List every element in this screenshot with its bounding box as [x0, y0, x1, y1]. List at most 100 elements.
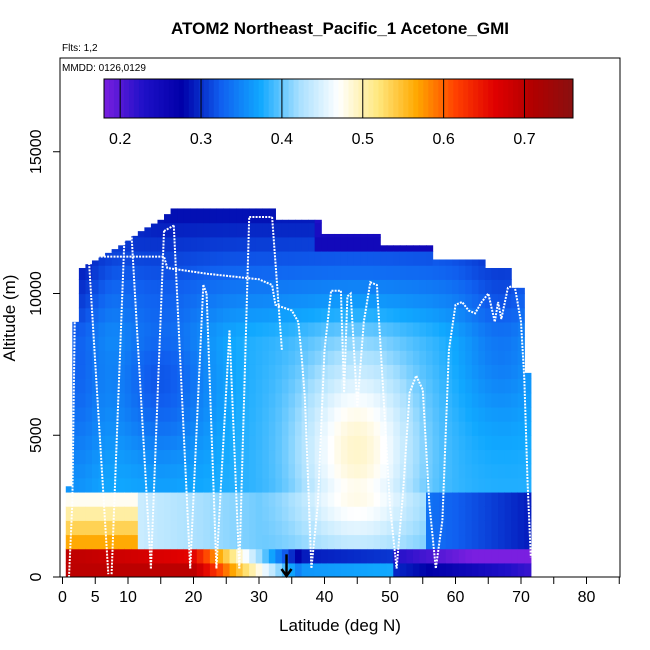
- heatmap-cell: [157, 548, 165, 564]
- heatmap-cell: [249, 449, 257, 465]
- heatmap-cell: [157, 506, 165, 521]
- heatmap-cell: [353, 336, 362, 351]
- heatmap-cell: [511, 435, 519, 451]
- heatmap-cell: [131, 506, 139, 521]
- heatmap-cell: [353, 364, 362, 380]
- heatmap-cell: [236, 506, 244, 521]
- heatmap-cell: [360, 477, 368, 493]
- heatmap-cell: [419, 491, 427, 507]
- heatmap-cell: [150, 491, 159, 507]
- heatmap-cell: [439, 392, 447, 408]
- heatmap-cell: [236, 463, 244, 479]
- heatmap-cell: [399, 548, 407, 564]
- heatmap-cell: [268, 548, 276, 564]
- flight-track-segment: [130, 231, 152, 569]
- heatmap-cell: [183, 392, 191, 408]
- heatmap-cell: [111, 392, 119, 408]
- heatmap-cell: [484, 321, 493, 337]
- heatmap-cell: [321, 265, 329, 280]
- heatmap-cell: [380, 250, 388, 266]
- heatmap-cell: [85, 279, 93, 295]
- heatmap-cell: [432, 421, 440, 436]
- heatmap-cell: [262, 250, 270, 266]
- heatmap-cell: [190, 534, 198, 550]
- heatmap-cell: [393, 265, 401, 280]
- heatmap-cell: [426, 562, 434, 577]
- heatmap-cell: [229, 520, 237, 536]
- heatmap-cell: [131, 562, 139, 577]
- heatmap-cell: [491, 463, 499, 479]
- heatmap-cell: [183, 350, 191, 365]
- heatmap-cell: [353, 562, 362, 577]
- heatmap-cell: [91, 463, 100, 479]
- heatmap-cell: [150, 548, 159, 564]
- heatmap-cell: [491, 506, 499, 521]
- heatmap-cell: [478, 265, 486, 280]
- heatmap-cell: [170, 421, 178, 436]
- heatmap-cell: [340, 378, 349, 394]
- heatmap-cell: [498, 279, 506, 295]
- heatmap-cell: [196, 534, 204, 550]
- heatmap-cell: [196, 236, 204, 252]
- heatmap-cell: [78, 364, 87, 380]
- heatmap-cell: [504, 421, 512, 436]
- heatmap-cell: [137, 265, 145, 280]
- heatmap-cell: [406, 520, 414, 536]
- heatmap-cell: [131, 250, 139, 266]
- colorbar-swatch: [288, 79, 295, 118]
- heatmap-cell: [367, 378, 375, 394]
- heatmap-cell: [275, 477, 283, 493]
- heatmap-cell: [236, 378, 244, 394]
- heatmap-cell: [105, 491, 113, 507]
- heatmap-cell: [439, 336, 447, 351]
- colorbar-swatch: [258, 79, 265, 118]
- heatmap-cell: [268, 491, 276, 507]
- heatmap-cell: [118, 520, 126, 536]
- heatmap-cell: [262, 307, 270, 323]
- heatmap-cell: [91, 293, 100, 309]
- heatmap-cell: [118, 435, 126, 451]
- heatmap-cell: [222, 506, 231, 521]
- heatmap-cell: [275, 421, 283, 436]
- heatmap-cell: [412, 307, 421, 323]
- heatmap-cell: [458, 293, 466, 309]
- heatmap-cell: [157, 449, 165, 465]
- colorbar-swatch: [208, 79, 215, 118]
- heatmap-cell: [373, 392, 381, 408]
- heatmap-cell: [412, 421, 421, 436]
- heatmap-cell: [124, 265, 132, 280]
- flight-track-segment: [205, 293, 218, 569]
- heatmap-cell: [504, 336, 512, 351]
- heatmap-cell: [308, 336, 316, 351]
- heatmap-cell: [406, 307, 414, 323]
- heatmap-cell: [222, 321, 231, 337]
- heatmap-cell: [308, 250, 316, 266]
- heatmap-cell: [183, 336, 191, 351]
- heatmap-cell: [288, 435, 296, 451]
- heatmap-cell: [367, 548, 375, 564]
- heatmap-cell: [229, 293, 237, 309]
- heatmap-cell: [242, 477, 250, 493]
- heatmap-cell: [340, 435, 349, 451]
- colorbar-swatch: [503, 79, 509, 118]
- heatmap-cell: [314, 250, 322, 266]
- heatmap-cell: [222, 265, 231, 280]
- heatmap-cell: [262, 406, 270, 422]
- heatmap-cell: [432, 520, 440, 536]
- heatmap-cell: [380, 378, 388, 394]
- heatmap-cell: [268, 520, 276, 536]
- colorbar-swatch: [238, 79, 245, 118]
- heatmap-cell: [118, 336, 126, 351]
- heatmap-cell: [504, 520, 512, 536]
- heatmap-cell: [209, 336, 218, 351]
- heatmap-cell: [255, 562, 263, 577]
- x-tick-label: 60: [447, 589, 465, 606]
- heatmap-cell: [353, 293, 362, 309]
- heatmap-cell: [380, 463, 388, 479]
- heatmap-cell: [321, 463, 329, 479]
- heatmap-cell: [432, 491, 440, 507]
- heatmap-cell: [255, 208, 263, 224]
- heatmap-cell: [78, 491, 87, 507]
- colorbar-swatch: [183, 79, 190, 118]
- heatmap-cell: [249, 250, 257, 266]
